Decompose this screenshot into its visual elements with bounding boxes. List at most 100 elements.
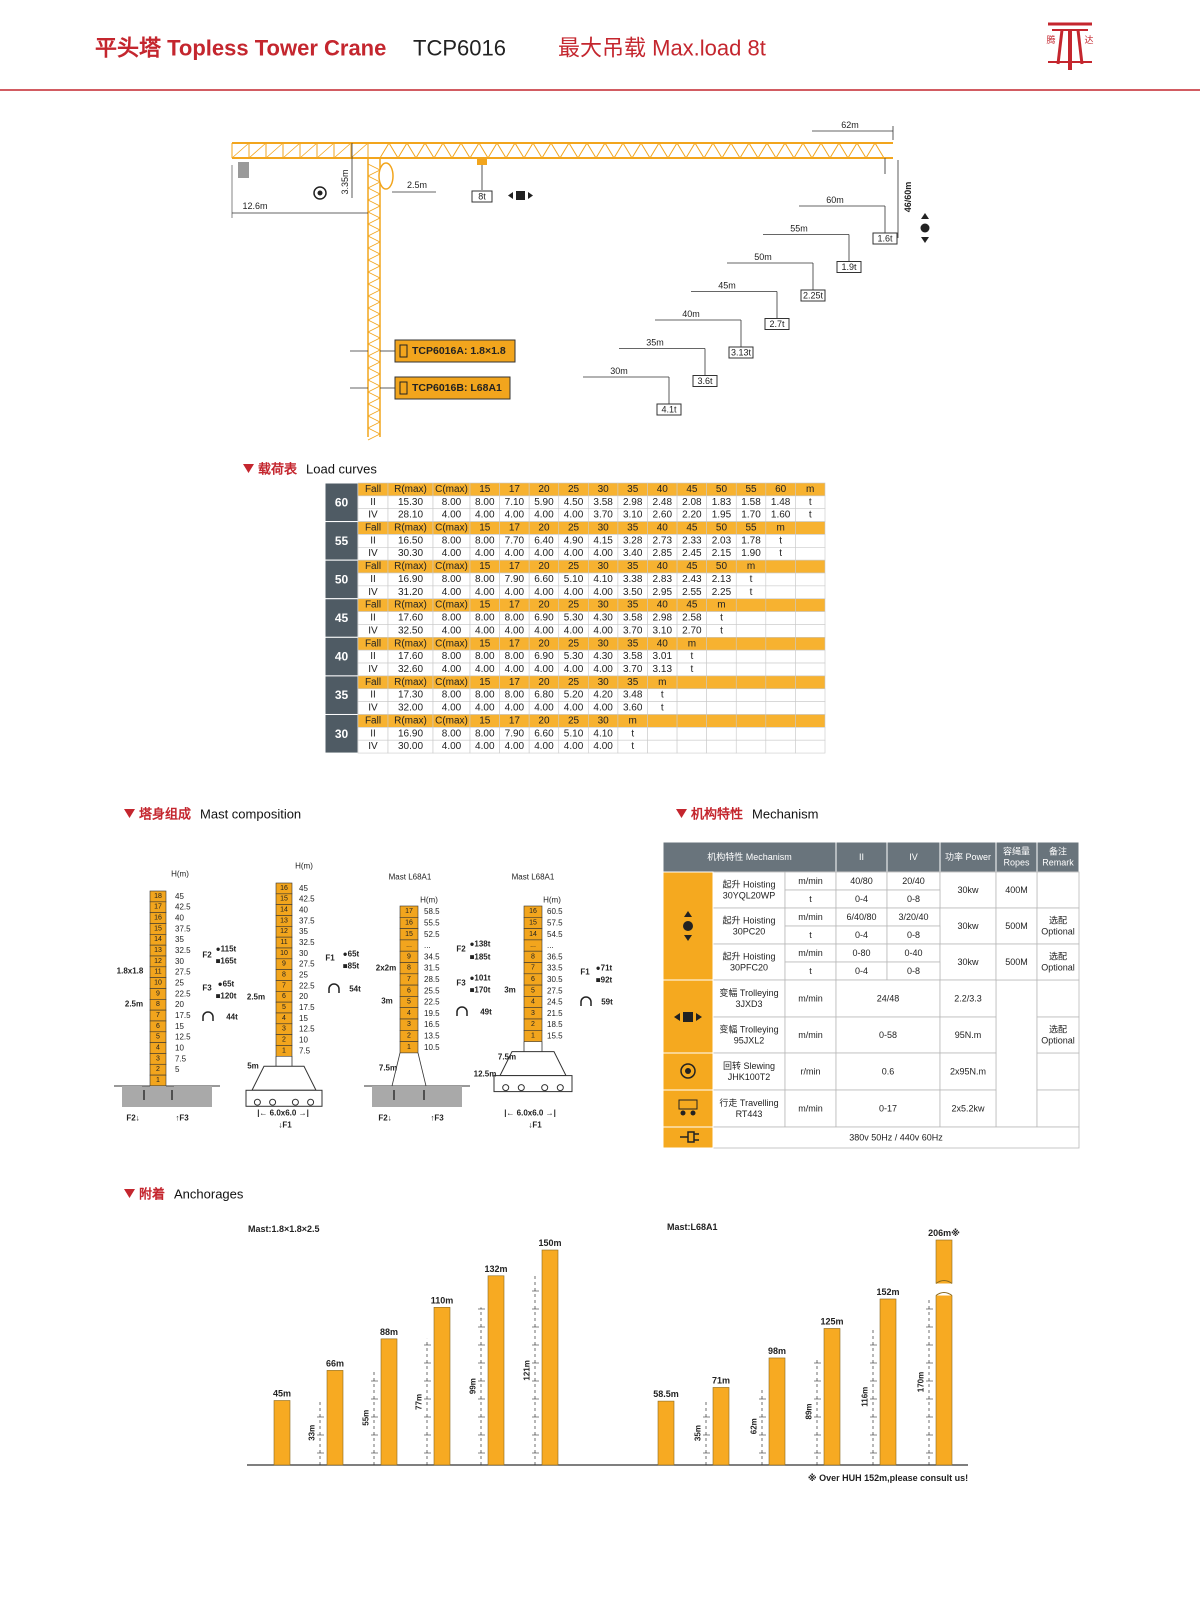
line: [397, 142, 408, 159]
tip-load: 2.7t: [769, 319, 785, 329]
table-text: II: [370, 613, 376, 624]
table-cell: [706, 649, 737, 664]
height-label: 20: [299, 992, 308, 1001]
section-title: 塔身组成: [139, 807, 191, 822]
table-cell: [712, 943, 786, 981]
table-text: m: [747, 561, 755, 572]
table-text: t: [631, 728, 634, 739]
table-text: R(max): [394, 561, 427, 572]
mast-annotation: |← 6.0x6.0 →|: [504, 1109, 556, 1118]
line: [367, 289, 381, 297]
table-cell: [712, 871, 786, 909]
table-cell: [995, 943, 1038, 981]
bar-label: 206m※: [928, 1228, 960, 1238]
table-text: 4.15: [593, 535, 613, 546]
mechanism-text: 24/48: [877, 994, 900, 1004]
radius-label: 35m: [646, 338, 664, 348]
height-label: 36.5: [547, 952, 563, 961]
table-text: 2.60: [653, 510, 673, 521]
height-label: 13.5: [424, 1031, 440, 1040]
table-text: 20: [538, 677, 550, 688]
table-text: 4.10: [593, 728, 613, 739]
table-text: 17.60: [398, 651, 423, 662]
table-cell: [1036, 907, 1080, 945]
line: [367, 355, 381, 363]
wheel: [253, 1098, 261, 1106]
section-number: 2: [407, 1032, 411, 1039]
section-number: 13: [154, 947, 162, 954]
table-text: 15: [479, 523, 491, 534]
mast-annotation: ■120t: [216, 992, 237, 1001]
table-text: C(max): [435, 677, 468, 688]
hoist-icon: [920, 223, 930, 233]
section-number: 6: [156, 1023, 160, 1030]
table-text: 1.70: [741, 510, 761, 521]
section-number: 3: [282, 1026, 286, 1033]
table-text: 40: [657, 523, 669, 534]
mast-annotation: 7.5m: [379, 1064, 397, 1073]
mechanism-text: 0-4: [855, 894, 868, 904]
bar: [657, 1400, 675, 1466]
jib-length: 40: [335, 650, 349, 664]
mast-annotation: F2: [456, 945, 466, 954]
logo-text: 达: [1084, 34, 1093, 45]
section-number: 15: [154, 925, 162, 932]
section-number: 10: [154, 980, 162, 987]
dimension: 2.5m: [407, 180, 427, 190]
table-cell: [735, 739, 767, 754]
line: [367, 247, 381, 255]
table-cell: [735, 598, 767, 612]
jib-cell: [324, 521, 359, 561]
table-text: 32.60: [398, 664, 423, 675]
section-number: 8: [282, 972, 286, 979]
height-label: 42.5: [299, 895, 315, 904]
line: [784, 142, 795, 159]
table-cell: [735, 649, 767, 664]
table-cell: [735, 624, 767, 638]
table-cell: [784, 1016, 837, 1054]
foundation: [372, 1086, 462, 1107]
mast-annotation: ■85t: [343, 962, 360, 971]
icon-cell: [662, 979, 714, 1054]
mechanism-text: r/min: [801, 1067, 821, 1077]
height-label: 37.5: [299, 916, 315, 925]
tip-load: 3.13t: [731, 348, 752, 358]
table-cell: [795, 611, 826, 625]
section-marker: [243, 464, 254, 473]
mast-section: [523, 1030, 543, 1042]
trolley-icon: [528, 192, 533, 199]
page-title: 平头塔 Topless Tower Crane: [95, 36, 386, 61]
table-cell: [712, 1016, 786, 1054]
jib-length: 50: [335, 572, 349, 586]
tip-load-box: [728, 346, 754, 359]
bar-label: 45m: [273, 1389, 291, 1399]
table-text: 4.90: [564, 535, 584, 546]
table-text: 45: [686, 523, 698, 534]
wheel: [502, 1084, 510, 1092]
height-label: 27.5: [547, 986, 563, 995]
table-text: C(max): [435, 638, 468, 649]
table-text: 4.00: [593, 664, 613, 675]
table-cell: [765, 624, 796, 638]
travel-icon: [680, 1110, 686, 1116]
mast-annotation: ●65t: [218, 980, 235, 989]
table-text: 3.10: [653, 625, 673, 636]
table-text: 4.00: [593, 625, 613, 636]
table-text: 4.00: [564, 664, 584, 675]
table-text: 35: [627, 600, 639, 611]
line: [367, 217, 381, 225]
bar-label: 71m: [712, 1375, 730, 1385]
table-text: m: [776, 523, 784, 534]
mechanism-text: 95JXL2: [734, 1036, 765, 1046]
table-cell: [706, 739, 737, 754]
table-text: t: [809, 510, 812, 521]
table-cell: [995, 871, 1038, 909]
section-number: 4: [156, 1045, 160, 1052]
line: [367, 271, 381, 279]
tip-load-box: [872, 232, 898, 245]
hoist-icon: [921, 213, 929, 219]
table-text: 3.48: [623, 690, 643, 701]
table-text: 30.00: [398, 741, 423, 752]
table-text: 7.90: [505, 728, 525, 739]
power-icon: [680, 1131, 699, 1143]
